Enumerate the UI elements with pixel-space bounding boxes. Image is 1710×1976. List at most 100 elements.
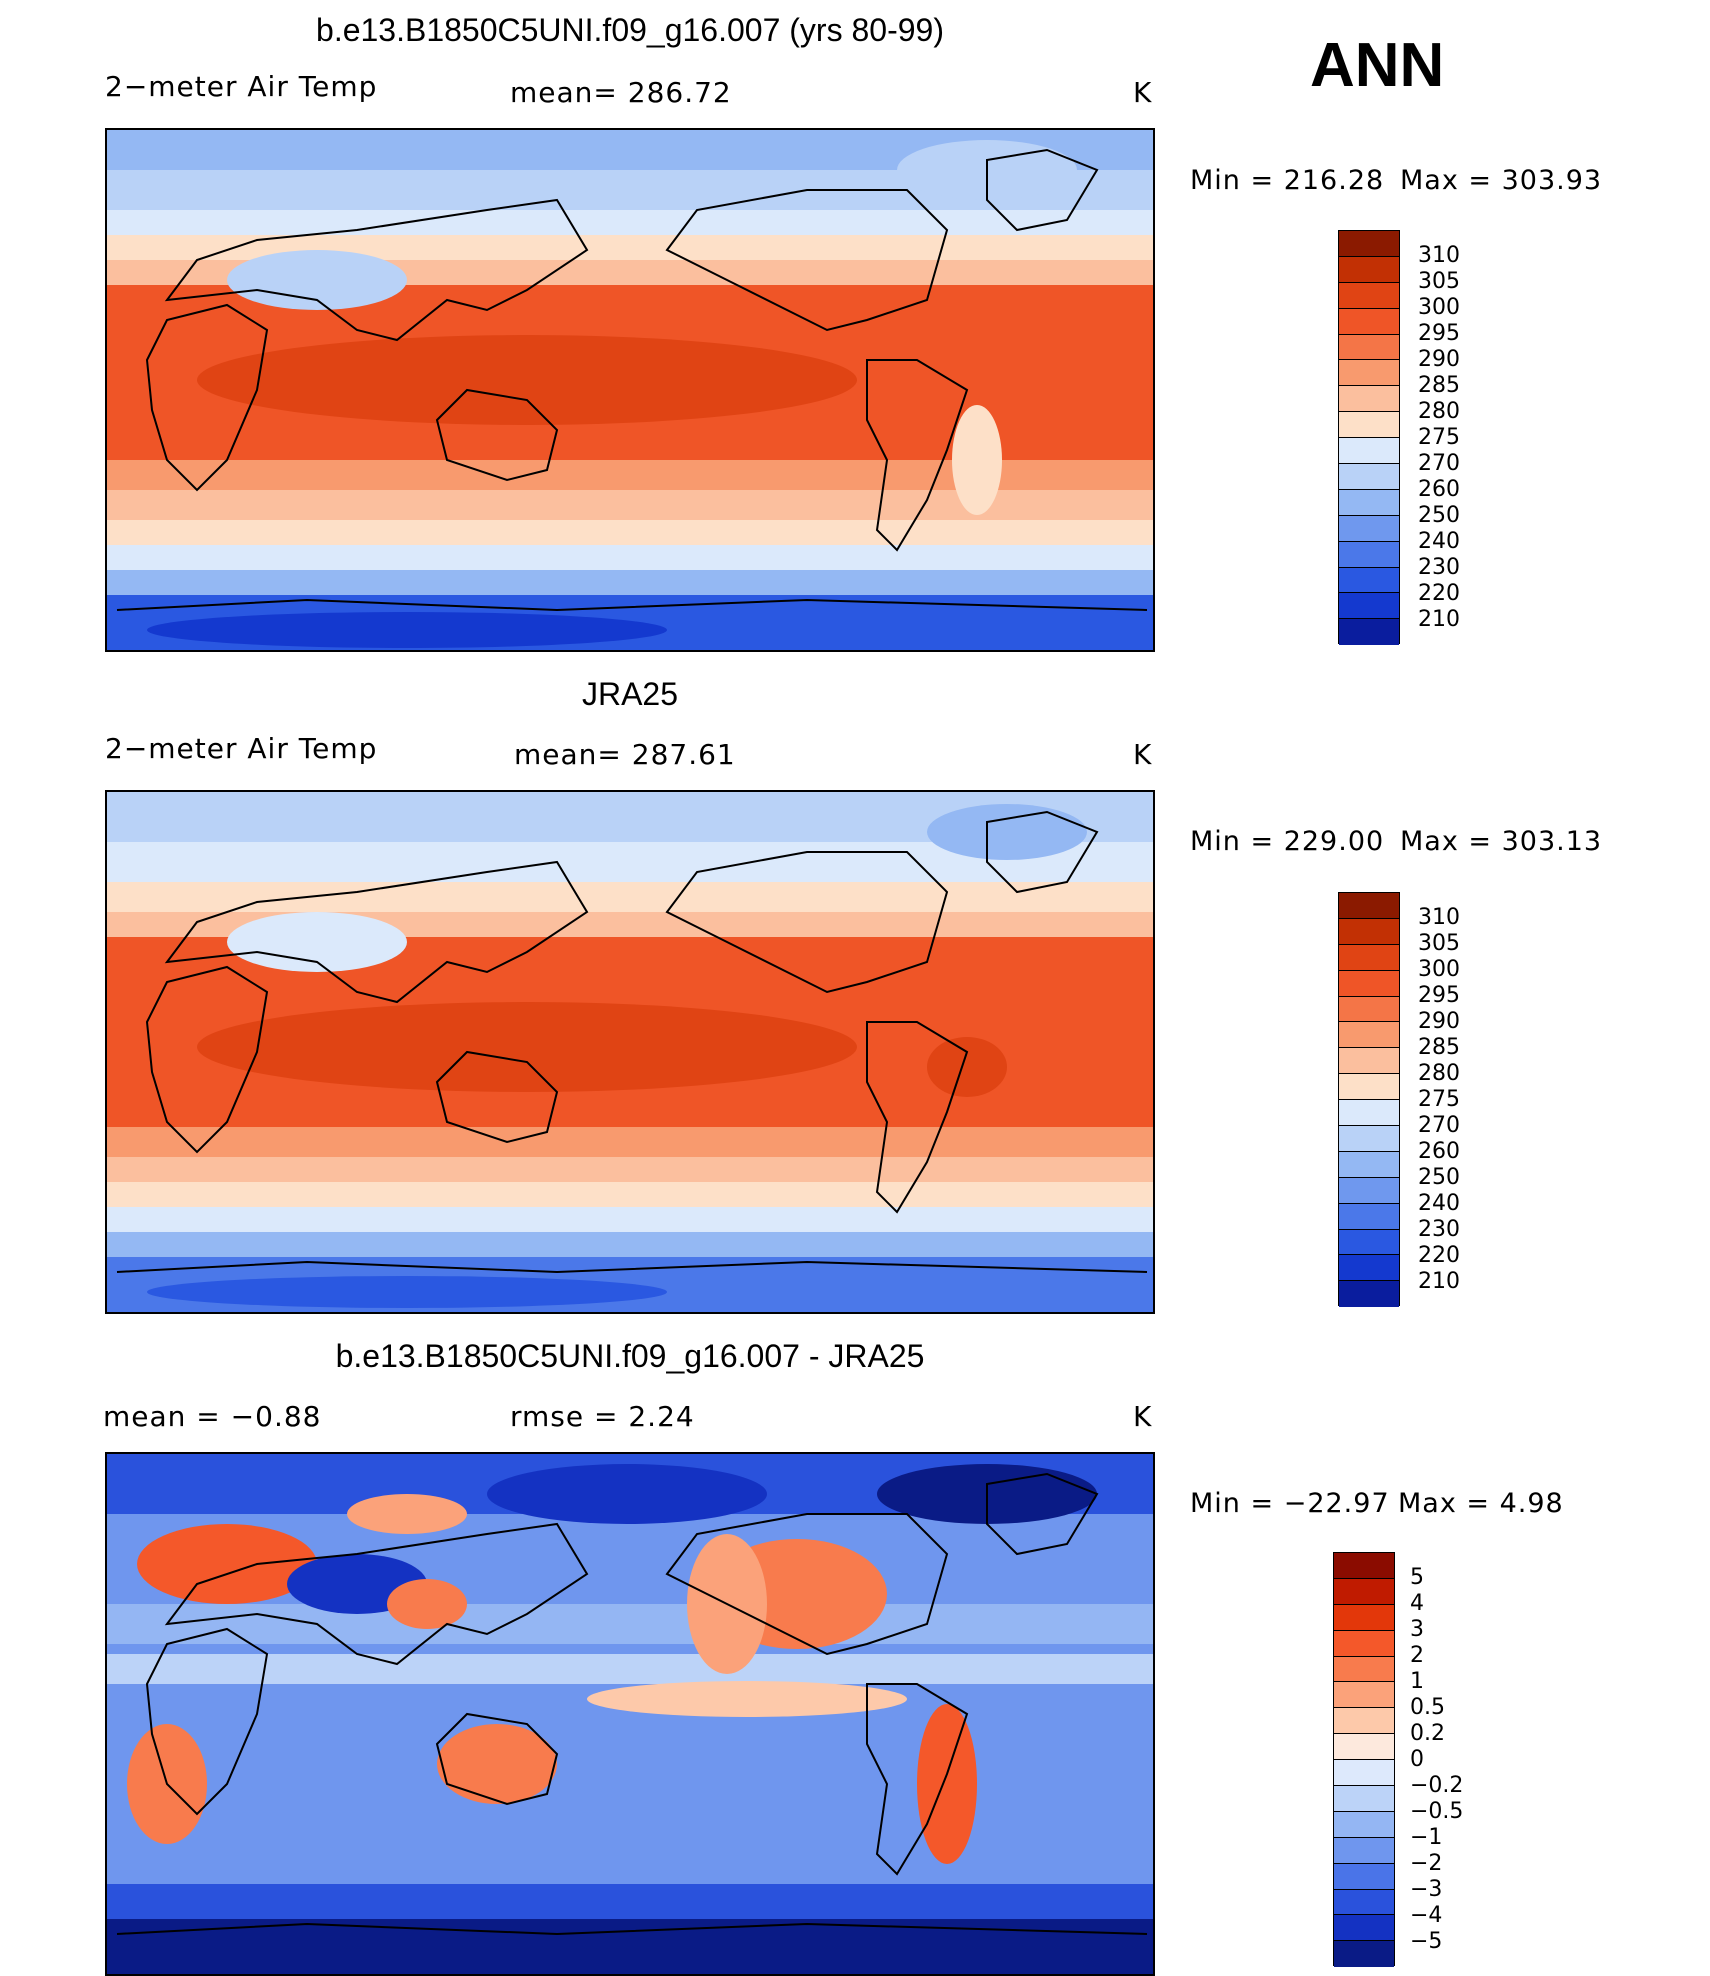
panel1-mean-label: mean= 286.72 <box>510 76 732 109</box>
panel2-colorbar-label: 285 <box>1418 1035 1460 1060</box>
panel2-max-label: Max = 303.13 <box>1400 826 1603 857</box>
panel2-colorbar-segment <box>1339 944 1399 971</box>
panel1-colorbar-label: 270 <box>1418 451 1460 476</box>
panel3-title: b.e13.B1850C5UNI.f09_g16.007 - JRA25 <box>335 1338 925 1374</box>
panel2-colorbar-label: 295 <box>1418 983 1460 1008</box>
panel1-colorbar-label: 250 <box>1418 503 1460 528</box>
panel1-title: b.e13.B1850C5UNI.f09_g16.007 (yrs 80-99) <box>316 12 944 48</box>
panel2-colorbar-segment <box>1339 1177 1399 1204</box>
panel2-colorbar-label: 240 <box>1418 1191 1460 1216</box>
panel3-colorbar-label: 4 <box>1410 1591 1424 1616</box>
panel2-colorbar-segment <box>1339 970 1399 997</box>
panel1-colorbar-segment <box>1339 515 1399 542</box>
panel3-colorbar-label: 0.2 <box>1410 1721 1445 1746</box>
panel1-colorbar-label: 290 <box>1418 347 1460 372</box>
panel1-colorbar-segment <box>1339 438 1399 465</box>
panel3-mean-label: mean = −0.88 <box>103 1400 322 1433</box>
panel2-colorbar-labels: 310 305 300 295 290 285 280 275 270 260 … <box>1418 892 1538 1306</box>
panel1-units-label: K <box>1133 76 1153 109</box>
panel1-colorbar-label: 295 <box>1418 321 1460 346</box>
panel3-colorbar-segment <box>1334 1656 1394 1683</box>
panel2-colorbar-segment <box>1339 1048 1399 1075</box>
panel3-colorbar-label: −5 <box>1410 1929 1443 1954</box>
panel1-colorbar-segment <box>1339 412 1399 439</box>
panel2-colorbar-segment <box>1339 893 1399 919</box>
panel1-colorbar-segment <box>1339 231 1399 257</box>
panel1-colorbar-segment <box>1339 541 1399 568</box>
panel3-colorbar-label: 1 <box>1410 1669 1424 1694</box>
panel3-units-label: K <box>1133 1400 1153 1433</box>
panel2-colorbar-segment <box>1339 1126 1399 1152</box>
panel3-colorbar-segment <box>1334 1578 1394 1605</box>
panel2-colorbar-label: 250 <box>1418 1165 1460 1190</box>
panel3-colorbar-segment <box>1334 1682 1394 1709</box>
panel3-colorbar-label: −4 <box>1410 1903 1443 1928</box>
panel3-colorbar-segment <box>1334 1734 1394 1761</box>
panel3-colorbar-label: −2 <box>1410 1851 1443 1876</box>
panel1-colorbar-label: 275 <box>1418 425 1460 450</box>
panel1-colorbar-segment <box>1339 489 1399 516</box>
panel3-colorbar-label: −0.2 <box>1410 1773 1464 1798</box>
panel1-colorbar-label: 300 <box>1418 295 1460 320</box>
panel1-colorbar-label: 280 <box>1418 399 1460 424</box>
panel2-variable-label: 2−meter Air Temp <box>105 732 378 765</box>
panel3-colorbar-label: 0.5 <box>1410 1695 1445 1720</box>
panel2-map <box>105 790 1155 1314</box>
panel2-colorbar-segment <box>1339 1281 1399 1308</box>
panel3-colorbar-labels: 5 4 3 2 1 0.5 0.2 0 −0.2 −0.5 −1 −2 −3 −… <box>1410 1552 1540 1966</box>
panel3-colorbar-segment <box>1334 1630 1394 1657</box>
panel1-colorbar-label: 310 <box>1418 243 1460 268</box>
panel2-colorbar-label: 305 <box>1418 931 1460 956</box>
panel2-title: JRA25 <box>581 676 679 712</box>
panel1-colorbar-label: 220 <box>1418 581 1460 606</box>
panel1-colorbar-segment <box>1339 386 1399 413</box>
panel3-colorbar-label: −3 <box>1410 1877 1443 1902</box>
panel3-colorbar-label: 0 <box>1410 1747 1424 1772</box>
panel2-units-label: K <box>1133 738 1153 771</box>
panel1-colorbar-label: 285 <box>1418 373 1460 398</box>
panel3-colorbar <box>1333 1552 1395 1968</box>
panel2-colorbar-segment <box>1339 1100 1399 1127</box>
panel3-map-field <box>107 1454 1153 1974</box>
panel1-colorbar-labels: 310 305 300 295 290 285 280 275 270 260 … <box>1418 230 1538 644</box>
panel3-map <box>105 1452 1155 1976</box>
panel1-colorbar-label: 240 <box>1418 529 1460 554</box>
panel3-colorbar-segment <box>1334 1553 1394 1579</box>
panel2-colorbar-segment <box>1339 996 1399 1023</box>
panel3-colorbar-label: −0.5 <box>1410 1799 1464 1824</box>
panel2-colorbar-segment <box>1339 1229 1399 1256</box>
panel2-colorbar-label: 210 <box>1418 1269 1460 1294</box>
panel2-colorbar-label: 230 <box>1418 1217 1460 1242</box>
panel2-min-label: Min = 229.00 <box>1190 826 1385 857</box>
panel2-colorbar-segment <box>1339 1151 1399 1178</box>
panel1-variable-label: 2−meter Air Temp <box>105 70 378 103</box>
panel2-colorbar <box>1338 892 1400 1308</box>
panel1-colorbar-label: 230 <box>1418 555 1460 580</box>
panel1-map <box>105 128 1155 652</box>
panel2-colorbar-segment <box>1339 1255 1399 1282</box>
panel1-colorbar-segment <box>1339 282 1399 309</box>
panel1-colorbar-label: 210 <box>1418 607 1460 632</box>
panel1-colorbar-segment <box>1339 464 1399 490</box>
panel1-colorbar-segment <box>1339 360 1399 387</box>
season-label: ANN <box>1310 31 1445 100</box>
panel1-colorbar-segment <box>1339 256 1399 283</box>
panel3-colorbar-segment <box>1334 1915 1394 1942</box>
panel2-colorbar-label: 310 <box>1418 905 1460 930</box>
panel3-colorbar-segment <box>1334 1941 1394 1968</box>
panel1-min-label: Min = 216.28 <box>1190 165 1385 196</box>
panel3-colorbar-label: 2 <box>1410 1643 1424 1668</box>
panel2-colorbar-segment <box>1339 1074 1399 1101</box>
panel3-colorbar-segment <box>1334 1811 1394 1838</box>
panel1-colorbar <box>1338 230 1400 646</box>
panel2-colorbar-segment <box>1339 1203 1399 1230</box>
panel1-colorbar-segment <box>1339 308 1399 335</box>
panel2-mean-label: mean= 287.61 <box>514 738 736 771</box>
panel3-rmse-label: rmse = 2.24 <box>510 1400 695 1433</box>
panel3-colorbar-segment <box>1334 1604 1394 1631</box>
panel1-colorbar-label: 260 <box>1418 477 1460 502</box>
panel2-colorbar-label: 300 <box>1418 957 1460 982</box>
panel1-colorbar-segment <box>1339 567 1399 594</box>
panel2-colorbar-label: 290 <box>1418 1009 1460 1034</box>
panel2-colorbar-segment <box>1339 1022 1399 1049</box>
